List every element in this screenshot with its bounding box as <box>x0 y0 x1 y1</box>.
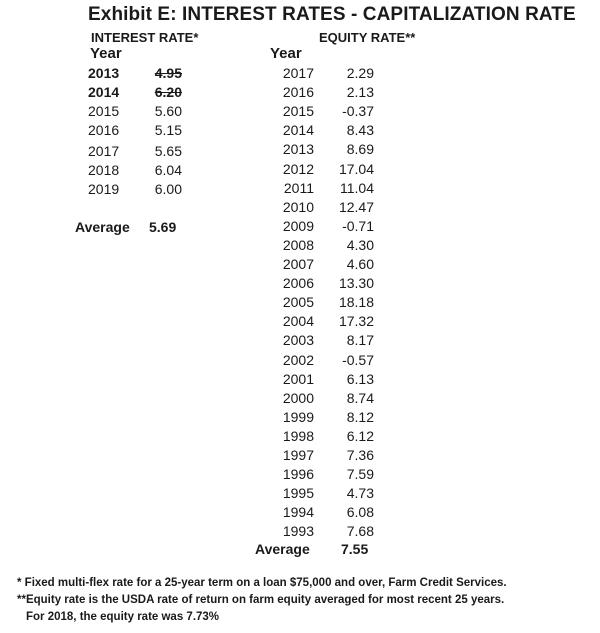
equity-year: 1999 <box>282 408 314 425</box>
interest-year: 2014 <box>88 84 120 100</box>
equity-rate: 2.13 <box>346 84 374 101</box>
interest-year: 2016 <box>88 122 120 138</box>
equity-rate: 8.17 <box>346 332 374 349</box>
equity-year: 1993 <box>282 523 314 540</box>
equity-year: 2013 <box>282 141 314 158</box>
interest-rate: 6.20 <box>154 84 182 100</box>
interest-rate: 5.65 <box>154 143 182 159</box>
interest-year: 2018 <box>88 162 120 178</box>
equity-rate: 2.29 <box>346 65 374 81</box>
interest-rate: 4.95 <box>154 65 182 81</box>
equity-year: 1997 <box>282 447 314 463</box>
equity-year: 2017 <box>282 65 314 81</box>
equity-rate-header: EQUITY RATE** <box>319 30 416 45</box>
equity-rate: -0.71 <box>342 217 374 234</box>
equity-year: 2002 <box>282 351 314 368</box>
equity-rate: 6.12 <box>346 427 374 444</box>
equity-rate: 4.30 <box>346 236 374 253</box>
interest-rate: 5.15 <box>154 122 182 138</box>
equity-year: 2009 <box>282 217 314 234</box>
equity-year: 2014 <box>282 122 314 139</box>
equity-rate: 18.18 <box>338 294 374 311</box>
interest-year-label: Year <box>90 45 122 62</box>
equity-year: 2000 <box>282 389 314 406</box>
equity-rate: 7.36 <box>346 447 374 463</box>
interest-year: 2017 <box>88 143 120 159</box>
footnote-interest: * Fixed multi-flex rate for a 25-year te… <box>17 577 507 589</box>
equity-rate: 4.73 <box>346 485 374 502</box>
equity-year: 2007 <box>282 256 314 272</box>
equity-rate: 12.47 <box>338 198 374 215</box>
footnote-equity-2018: For 2018, the equity rate was 7.73% <box>26 611 220 623</box>
interest-year: 2019 <box>88 181 120 197</box>
equity-rate: 17.04 <box>338 160 374 177</box>
exhibit-title: Exhibit E: INTEREST RATES - CAPITALIZATI… <box>88 4 576 25</box>
equity-average-label: Average <box>255 541 310 557</box>
equity-year: 1998 <box>282 427 314 444</box>
equity-year: 2015 <box>282 103 314 120</box>
interest-rate: 6.00 <box>154 181 182 197</box>
equity-year: 2008 <box>282 236 314 253</box>
equity-rate: 13.30 <box>338 275 374 292</box>
equity-year: 2010 <box>282 198 314 215</box>
equity-rate: 6.08 <box>346 504 374 521</box>
equity-year: 2011 <box>283 179 314 196</box>
interest-rate-header: INTEREST RATE* <box>91 30 199 45</box>
footnote-equity: **Equity rate is the USDA rate of return… <box>17 594 505 606</box>
equity-year: 2005 <box>282 294 314 311</box>
interest-year: 2015 <box>88 103 120 119</box>
equity-year: 1996 <box>282 466 314 483</box>
equity-rate: -0.57 <box>342 351 374 368</box>
equity-rate: 4.60 <box>346 256 374 272</box>
equity-year: 1995 <box>282 485 314 502</box>
equity-rate: 8.69 <box>346 141 374 158</box>
equity-year: 1994 <box>282 504 314 521</box>
equity-rate: 8.74 <box>346 389 374 406</box>
equity-rate: 17.32 <box>338 313 374 330</box>
equity-rate: -0.37 <box>342 103 374 120</box>
equity-rate: 7.68 <box>346 523 374 540</box>
equity-year: 2012 <box>282 160 314 177</box>
equity-year: 2006 <box>282 275 314 292</box>
equity-rate: 6.13 <box>346 370 374 387</box>
equity-average-value: 7.55 <box>341 541 369 557</box>
equity-year: 2001 <box>282 370 314 387</box>
interest-average-label: Average <box>75 219 130 235</box>
equity-rate: 11.04 <box>340 179 374 196</box>
interest-rate: 6.04 <box>154 162 182 178</box>
equity-rate: 8.12 <box>346 408 374 425</box>
equity-rate: 7.59 <box>346 466 374 483</box>
equity-year: 2004 <box>282 313 314 330</box>
equity-year: 2016 <box>282 84 314 101</box>
interest-year: 2013 <box>88 65 120 81</box>
interest-rate: 5.60 <box>154 103 182 119</box>
equity-rate: 8.43 <box>346 122 374 139</box>
equity-year-label: Year <box>270 45 302 62</box>
equity-year: 2003 <box>282 332 314 349</box>
interest-average-value: 5.69 <box>149 219 177 235</box>
